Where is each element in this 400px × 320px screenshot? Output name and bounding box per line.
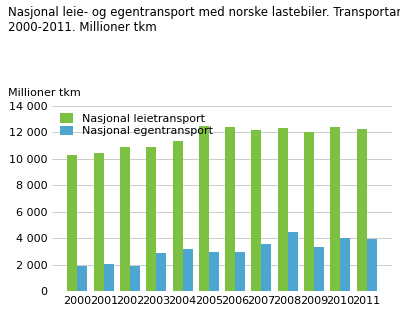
Bar (366, 239, 376, 291)
Bar (278, 128, 288, 291)
Bar (209, 252, 219, 291)
Bar (172, 141, 182, 291)
Bar (304, 132, 314, 291)
Bar (340, 237, 350, 291)
Text: Millioner tkm: Millioner tkm (8, 88, 81, 98)
Bar (288, 232, 298, 291)
Bar (314, 247, 324, 291)
Bar (225, 127, 235, 291)
Bar (330, 127, 340, 291)
Bar (78, 266, 88, 291)
Text: Nasjonal leie- og egentransport med norske lastebiler. Transportarbeid.
2000-201: Nasjonal leie- og egentransport med nors… (8, 6, 400, 34)
Bar (262, 244, 272, 291)
Bar (356, 130, 366, 291)
Bar (235, 252, 245, 291)
Bar (130, 266, 140, 291)
Bar (94, 153, 104, 291)
Bar (199, 126, 209, 291)
Bar (156, 253, 166, 291)
Bar (104, 264, 114, 291)
Bar (252, 130, 262, 291)
Bar (120, 147, 130, 291)
Legend: Nasjonal leietransport, Nasjonal egentransport: Nasjonal leietransport, Nasjonal egentra… (58, 111, 215, 139)
Bar (146, 147, 156, 291)
Bar (182, 250, 192, 291)
Bar (68, 155, 78, 291)
